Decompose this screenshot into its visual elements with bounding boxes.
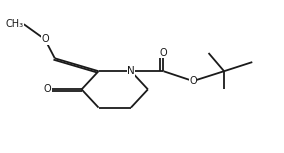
Text: O: O <box>44 84 52 94</box>
Text: N: N <box>127 66 135 76</box>
Text: CH₃: CH₃ <box>6 19 24 29</box>
Text: O: O <box>189 76 197 86</box>
Text: O: O <box>160 48 167 58</box>
Text: O: O <box>41 34 49 44</box>
